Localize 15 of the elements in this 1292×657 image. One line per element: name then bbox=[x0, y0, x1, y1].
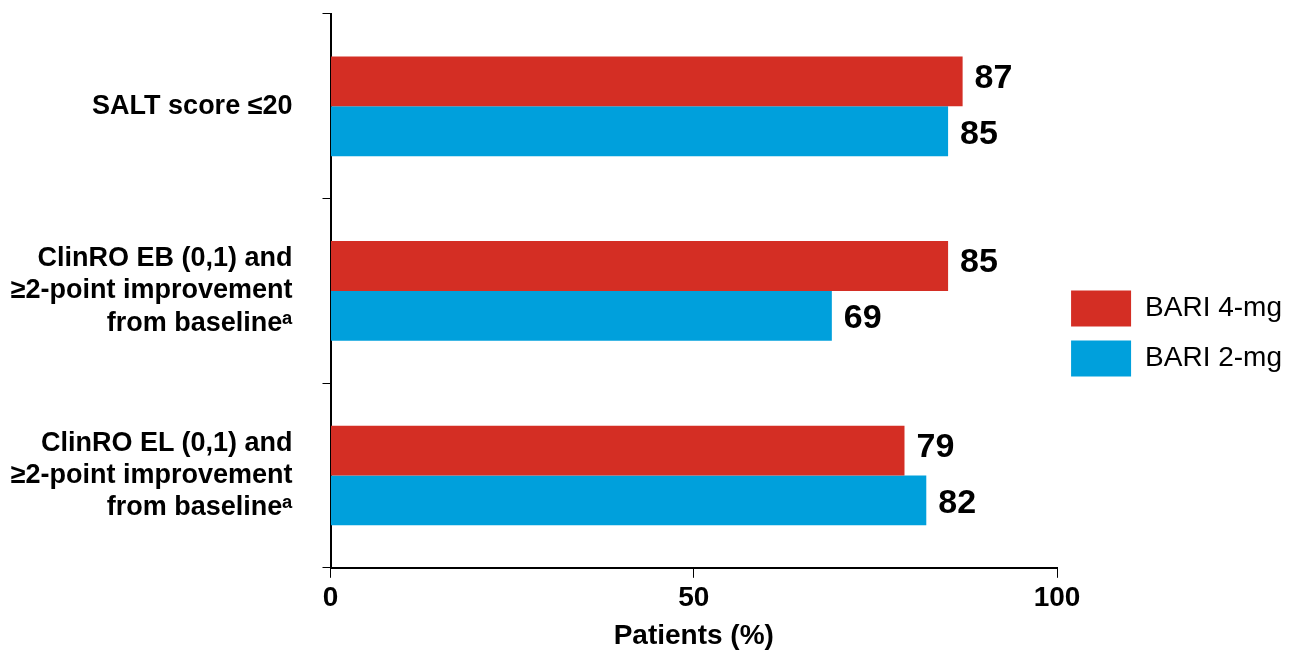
data-label: 85 bbox=[960, 241, 998, 280]
x-tick-label: 50 bbox=[678, 581, 710, 613]
x-tick-label: 0 bbox=[322, 581, 339, 613]
data-label: 87 bbox=[974, 56, 1013, 95]
data-label: 79 bbox=[916, 425, 955, 464]
legend-label: BARI 4-mg bbox=[1145, 291, 1283, 323]
legend-label: BARI 2-mg bbox=[1145, 341, 1283, 373]
y-tick-label: ClinRO EB (0,1) and ≥2-point improvement from baselineᵃ bbox=[10, 241, 294, 337]
data-label: 85 bbox=[960, 112, 998, 151]
x-axis-title: Patients (%) bbox=[613, 618, 774, 650]
data-label: 69 bbox=[843, 297, 882, 336]
y-tick-label: ClinRO EL (0,1) and ≥2-point improvement from baselineᵃ bbox=[10, 426, 294, 522]
x-tick-label: 100 bbox=[1033, 581, 1081, 613]
data-label: 82 bbox=[938, 481, 977, 520]
y-tick-label: SALT score ≤20 bbox=[92, 89, 293, 120]
